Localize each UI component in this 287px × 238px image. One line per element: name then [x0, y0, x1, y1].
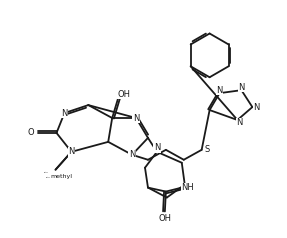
Text: methyl: methyl	[46, 177, 51, 178]
Text: OH: OH	[158, 214, 171, 223]
Text: N: N	[253, 103, 259, 112]
Text: S: S	[204, 145, 209, 154]
Text: N: N	[129, 150, 135, 159]
Text: OH: OH	[118, 90, 131, 99]
Text: O: O	[27, 129, 34, 137]
Text: N: N	[61, 109, 68, 118]
Text: N: N	[68, 147, 75, 156]
Text: N: N	[154, 143, 160, 152]
Text: N: N	[216, 86, 223, 95]
Text: N: N	[133, 114, 139, 123]
Text: N: N	[236, 119, 243, 128]
Text: methyl: methyl	[51, 174, 73, 179]
Text: methyl: methyl	[44, 172, 49, 173]
Text: NH: NH	[181, 183, 194, 192]
Text: N: N	[238, 83, 245, 92]
